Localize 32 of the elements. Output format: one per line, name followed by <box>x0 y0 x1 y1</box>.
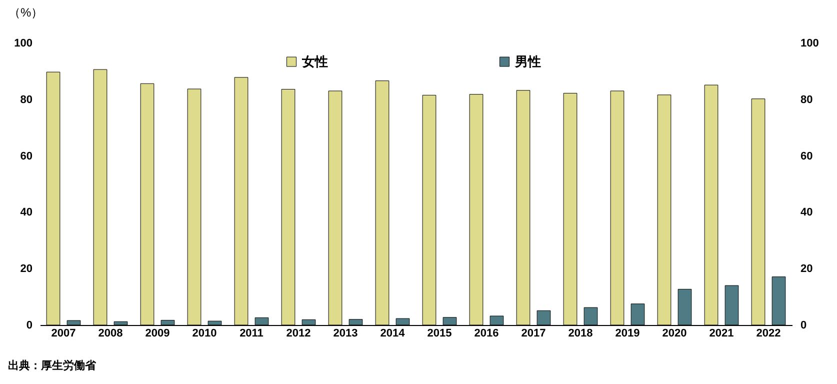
x-tick-label: 2010 <box>192 328 217 340</box>
y-tick-label: 80 <box>20 94 32 106</box>
source-note: 出典：厚生労働省 <box>8 358 96 373</box>
x-tick-label: 2022 <box>756 328 781 340</box>
legend-label: 女性 <box>301 54 328 69</box>
y-tick-label: 60 <box>20 150 32 162</box>
y2-tick-label: 60 <box>800 150 813 162</box>
y2-tick-label: 100 <box>800 38 819 50</box>
y2-tick-label: 20 <box>800 263 813 276</box>
x-tick-label: 2007 <box>51 328 76 340</box>
y2-tick-label: 0 <box>800 320 807 332</box>
y-axis-title: （%） <box>8 6 44 20</box>
legend-label: 男性 <box>514 54 541 69</box>
y2-tick-label: 80 <box>800 94 813 106</box>
x-tick-label: 2008 <box>98 328 123 340</box>
x-tick-label: 2012 <box>286 328 311 340</box>
x-tick-label: 2014 <box>380 328 406 340</box>
y-tick-label: 100 <box>14 38 32 50</box>
x-tick-label: 2013 <box>333 328 358 340</box>
x-tick-label: 2021 <box>709 328 734 340</box>
y-tick-label: 0 <box>26 320 32 332</box>
x-tick-label: 2016 <box>474 328 499 340</box>
x-tick-label: 2019 <box>615 328 640 340</box>
x-tick-label: 2020 <box>662 328 687 340</box>
x-tick-label: 2011 <box>240 328 264 340</box>
x-tick-label: 2015 <box>427 328 452 340</box>
y-tick-label: 40 <box>20 206 32 219</box>
x-tick-label: 2018 <box>568 328 593 340</box>
x-tick-label: 2017 <box>521 328 546 340</box>
y2-tick-label: 40 <box>800 206 813 219</box>
x-tick-label: 2009 <box>145 328 170 340</box>
y-tick-label: 20 <box>20 263 32 276</box>
